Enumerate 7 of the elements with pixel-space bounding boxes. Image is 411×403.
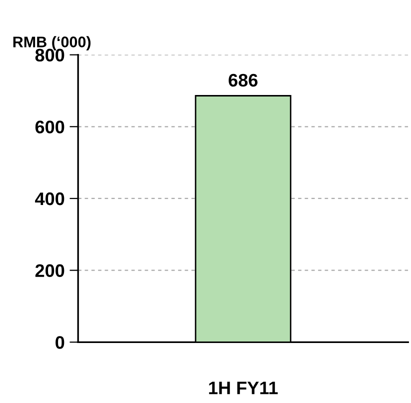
- y-tick-label: 0: [56, 336, 64, 349]
- y-tick-label: 200: [35, 264, 64, 278]
- data-label: 686: [228, 74, 258, 87]
- y-tick-label: 600: [35, 120, 64, 134]
- x-tick-label: 1H FY11: [209, 382, 278, 394]
- y-tick-label: 400: [35, 192, 64, 206]
- y-tick-label: 800: [35, 48, 64, 62]
